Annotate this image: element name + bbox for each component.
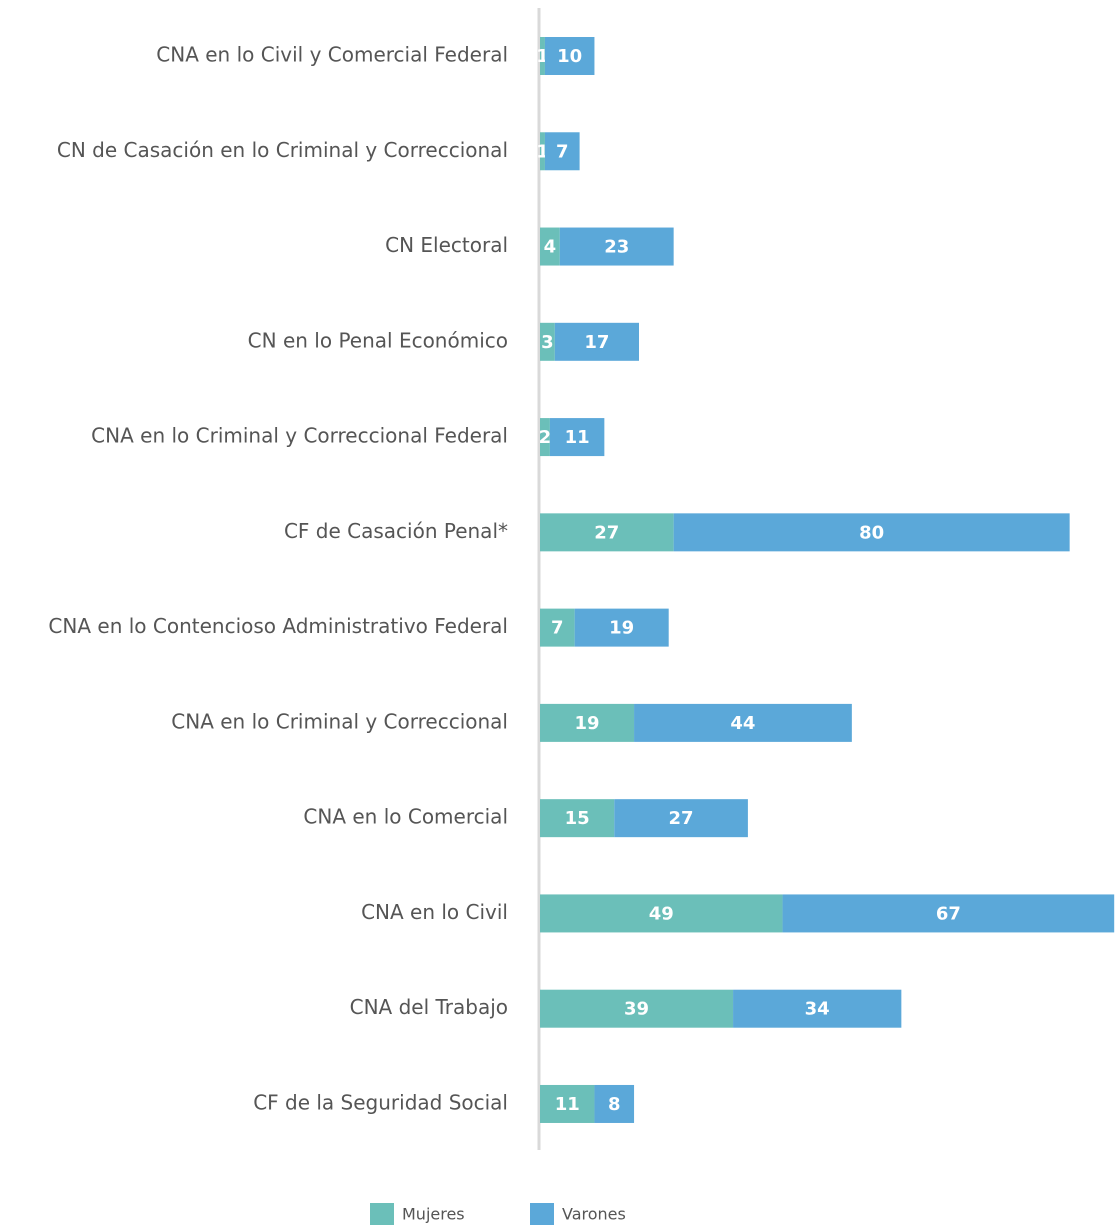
value-label: 8 — [608, 1094, 621, 1115]
bar-segment — [540, 322, 555, 361]
value-label: 39 — [624, 999, 649, 1020]
bar-segment — [574, 608, 669, 647]
value-label: 49 — [649, 903, 674, 924]
bar-segment — [540, 227, 560, 266]
bar-segment — [540, 799, 615, 838]
value-label: 2 — [539, 427, 552, 448]
bar-segment — [544, 37, 595, 75]
category-label: CNA del Trabajo — [350, 995, 508, 1019]
bar-segment — [540, 513, 674, 552]
value-label: 19 — [574, 713, 599, 734]
value-label: 23 — [604, 237, 629, 258]
bar-segment — [540, 132, 545, 171]
category-label: CNA en lo Criminal y Correccional Federa… — [91, 424, 508, 448]
bar-segment — [540, 703, 635, 742]
bar-segment — [554, 322, 639, 361]
category-label: CNA en lo Contencioso Administrativo Fed… — [48, 614, 508, 638]
bar-segment — [782, 894, 1115, 933]
category-label: CN Electoral — [385, 233, 508, 257]
value-label: 7 — [556, 141, 569, 162]
category-label: CNA en lo Civil y Comercial Federal — [156, 43, 508, 67]
category-label: CNA en lo Criminal y Correccional — [171, 709, 508, 733]
bar-segment — [540, 1084, 595, 1123]
legend-swatch — [370, 1203, 394, 1225]
bar-segment — [559, 227, 674, 266]
bar-segment — [540, 608, 575, 647]
category-label: CN en lo Penal Económico — [248, 328, 508, 352]
bar-segment — [634, 703, 852, 742]
category-label: CNA en lo Civil — [361, 900, 508, 924]
bar-segment — [540, 894, 783, 933]
bar-segment — [540, 989, 734, 1028]
value-label: 67 — [936, 903, 961, 924]
bar-segment — [733, 989, 902, 1028]
value-label: 3 — [541, 332, 554, 353]
bar-segment — [540, 37, 545, 75]
bar-segment — [540, 418, 550, 457]
bar-segment — [614, 799, 748, 838]
value-label: 7 — [551, 618, 564, 639]
value-label: 27 — [669, 808, 694, 829]
category-label: CNA en lo Comercial — [303, 805, 508, 829]
bar-segment — [549, 418, 605, 457]
legend-swatch — [530, 1203, 554, 1225]
value-label: 17 — [584, 332, 609, 353]
value-label: 15 — [565, 808, 590, 829]
value-label: 34 — [805, 999, 830, 1020]
category-label: CF de Casación Penal* — [284, 519, 508, 543]
bar-segment — [594, 1084, 635, 1123]
value-label: 4 — [544, 237, 557, 258]
bar-segment — [544, 132, 580, 171]
value-label: 44 — [730, 713, 755, 734]
legend-label: Varones — [562, 1205, 626, 1224]
bar-segment — [673, 513, 1070, 552]
value-label: 11 — [565, 427, 590, 448]
value-label: 80 — [859, 522, 884, 543]
legend-label: Mujeres — [402, 1205, 465, 1224]
value-label: 19 — [609, 618, 634, 639]
value-label: 11 — [555, 1094, 580, 1115]
value-label: 27 — [594, 522, 619, 543]
category-label: CN de Casación en lo Criminal y Correcci… — [57, 138, 508, 162]
value-label: 10 — [557, 46, 582, 67]
category-label: CF de la Seguridad Social — [253, 1090, 508, 1114]
